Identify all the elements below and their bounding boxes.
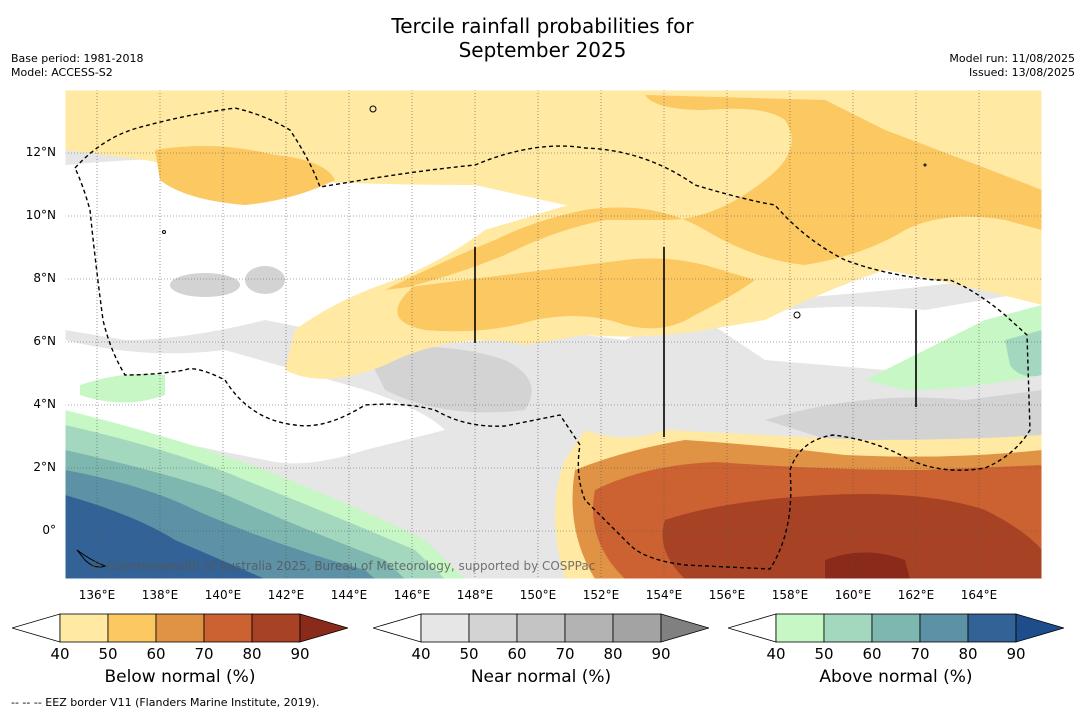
longitude-label: 136°E — [78, 588, 116, 602]
longitude-label: 156°E — [708, 588, 746, 602]
colorbar-high-extension — [299, 613, 348, 643]
islands — [76, 105, 927, 568]
near-normal-50-region — [765, 390, 1042, 447]
colorbar-low-extension — [728, 613, 777, 643]
colorbar-tick-label: 60 — [146, 645, 166, 663]
longitude-label: 152°E — [582, 588, 620, 602]
colorbar-tick-label: 90 — [1006, 645, 1026, 663]
colorbar-segment — [871, 613, 921, 643]
map-title: Tercile rainfall probabilities for Septe… — [0, 14, 1085, 62]
longitude-label: 142°E — [267, 588, 305, 602]
latitude-label: 2°N — [33, 460, 56, 474]
colorbar-segment — [107, 613, 157, 643]
colorbar-1 — [12, 613, 348, 643]
meta-right: Model run: 11/08/2025 Issued: 13/08/2025 — [949, 52, 1075, 80]
colorbar-segment — [967, 613, 1017, 643]
longitude-label: 148°E — [456, 588, 494, 602]
above-normal-50-region — [1005, 330, 1042, 377]
longitude-label: 158°E — [771, 588, 809, 602]
issued-text: Issued: 13/08/2025 — [968, 66, 1075, 79]
colorbar-segment — [468, 613, 518, 643]
above-normal-80-region — [65, 495, 265, 579]
latitude-label: 10°N — [25, 208, 56, 222]
boundary-lines — [474, 247, 917, 437]
colorbar-tick-label: 50 — [459, 645, 479, 663]
near-normal-50-region — [170, 273, 240, 297]
near-normal-50-region — [245, 266, 285, 294]
colorbar-segment — [823, 613, 873, 643]
longitude-label: 144°E — [330, 588, 368, 602]
colorbar-tick-label: 80 — [603, 645, 623, 663]
above-normal-40-region — [80, 373, 165, 403]
colorbar-segment — [516, 613, 566, 643]
colorbar-high-extension — [660, 613, 709, 643]
colorbar-tick-label: 60 — [862, 645, 882, 663]
latitude-label: 4°N — [33, 397, 56, 411]
colorbar-high-extension — [1015, 613, 1064, 643]
below-normal-80-region — [662, 494, 1042, 579]
base-period-text: Base period: 1981-2018 — [11, 52, 144, 65]
colorbar-tick-label: 80 — [242, 645, 262, 663]
latitude-label: 6°N — [33, 334, 56, 348]
longitude-label: 138°E — [141, 588, 179, 602]
longitude-label: 160°E — [834, 588, 872, 602]
below-normal-50-region — [155, 146, 335, 205]
probability-map: © Commonwealth of Australia 2025, Bureau… — [65, 90, 1042, 579]
below-normal-90-region — [825, 552, 910, 579]
longitude-label: 150°E — [519, 588, 557, 602]
colorbar-segment — [919, 613, 969, 643]
copyright-watermark: © Commonwealth of Australia 2025, Bureau… — [90, 559, 595, 573]
eez-border — [74, 107, 1031, 570]
near-normal-50-region — [365, 346, 532, 413]
colorbar-segment — [203, 613, 253, 643]
colorbar-segment — [612, 613, 662, 643]
colorbar-segment — [564, 613, 614, 643]
colorbar-tick-label: 90 — [290, 645, 310, 663]
colorbar-tick-label: 40 — [411, 645, 431, 663]
colorbar-tick-label: 40 — [50, 645, 70, 663]
colorbar-3 — [728, 613, 1064, 643]
colorbar-segment — [155, 613, 205, 643]
longitude-label: 146°E — [393, 588, 431, 602]
colorbar-segment — [251, 613, 301, 643]
colorbar-tick-label: 40 — [766, 645, 786, 663]
title-line-2: September 2025 — [458, 38, 627, 62]
latitude-label: 8°N — [33, 271, 56, 285]
colorbar-tick-label: 50 — [98, 645, 118, 663]
colorbar-tick-label: 60 — [507, 645, 527, 663]
colorbar-title: Above normal (%) — [819, 667, 973, 687]
colorbar-tick-label: 70 — [194, 645, 214, 663]
colorbar-segment — [59, 613, 109, 643]
colorbar-title: Near normal (%) — [470, 667, 612, 687]
colorbar-tick-label: 80 — [958, 645, 978, 663]
graticule — [65, 90, 1042, 579]
below-normal-40-region — [65, 103, 325, 144]
colorbar-tick-label: 50 — [814, 645, 834, 663]
colorbar-title: Below normal (%) — [104, 667, 256, 687]
latitude-label: 0° — [42, 523, 56, 537]
colorbar-tick-label: 90 — [651, 645, 671, 663]
colorbar-low-extension — [373, 613, 422, 643]
colorbar-segment — [775, 613, 825, 643]
title-line-1: Tercile rainfall probabilities for — [391, 14, 694, 38]
below-normal-50-region — [385, 95, 1042, 332]
above-normal-40-region — [865, 305, 1042, 390]
colorbar-segment — [420, 613, 470, 643]
colorbar-2 — [373, 613, 709, 643]
eez-border-legend: -- -- -- EEZ border V11 (Flanders Marine… — [11, 696, 320, 709]
colorbar-tick-label: 70 — [555, 645, 575, 663]
colorbar-low-extension — [12, 613, 61, 643]
longitude-label: 140°E — [204, 588, 242, 602]
colorbar-tick-label: 70 — [910, 645, 930, 663]
longitude-label: 154°E — [645, 588, 683, 602]
model-run-text: Model run: 11/08/2025 — [949, 52, 1075, 65]
latitude-label: 12°N — [25, 145, 56, 159]
longitude-label: 164°E — [960, 588, 998, 602]
model-text: Model: ACCESS-S2 — [11, 66, 113, 79]
meta-left: Base period: 1981-2018 Model: ACCESS-S2 — [11, 52, 143, 80]
longitude-label: 162°E — [897, 588, 935, 602]
